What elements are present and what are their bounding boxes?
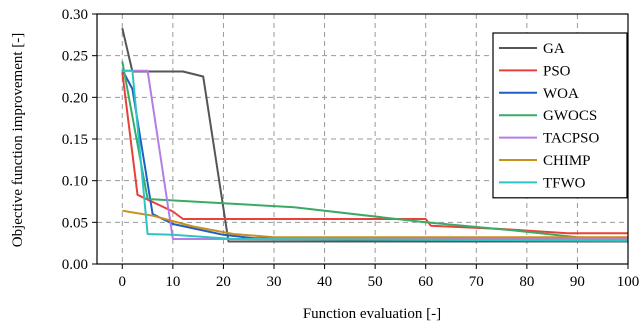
legend-label-tfwo: TFWO xyxy=(543,175,586,191)
x-tick-label: 10 xyxy=(165,274,180,290)
y-tick-label: 0.25 xyxy=(62,49,88,65)
legend-label-chimp: CHIMP xyxy=(543,153,591,169)
y-tick-label: 0.00 xyxy=(62,257,88,273)
x-tick-label: 0 xyxy=(119,274,127,290)
x-axis-label: Function evaluation [-] xyxy=(303,306,441,322)
x-tick-label: 90 xyxy=(570,274,585,290)
x-tick-label: 60 xyxy=(418,274,433,290)
y-tick-label: 0.05 xyxy=(62,215,88,231)
y-axis-label: Objective function improvement [-] xyxy=(10,33,26,248)
legend: GA PSO WOA GWOCS TACPSO CHIMP TFWO xyxy=(493,33,627,198)
x-tick-label: 30 xyxy=(267,274,282,290)
x-tick-label: 20 xyxy=(216,274,231,290)
y-tick-label: 0.30 xyxy=(62,7,88,23)
y-tick-label: 0.15 xyxy=(62,132,88,148)
y-tick-label: 0.10 xyxy=(62,174,88,190)
x-tick-label: 50 xyxy=(368,274,383,290)
x-tick-label: 40 xyxy=(317,274,332,290)
legend-label-tacpso: TACPSO xyxy=(543,131,599,147)
x-tick-label: 80 xyxy=(519,274,534,290)
x-tick-label: 70 xyxy=(469,274,484,290)
legend-label-gwocs: GWOCS xyxy=(543,108,597,124)
legend-label-pso: PSO xyxy=(543,63,571,79)
legend-label-ga: GA xyxy=(543,41,565,57)
x-tick-label: 100 xyxy=(617,274,640,290)
legend-label-woa: WOA xyxy=(543,86,579,102)
y-tick-label: 0.20 xyxy=(62,90,88,106)
